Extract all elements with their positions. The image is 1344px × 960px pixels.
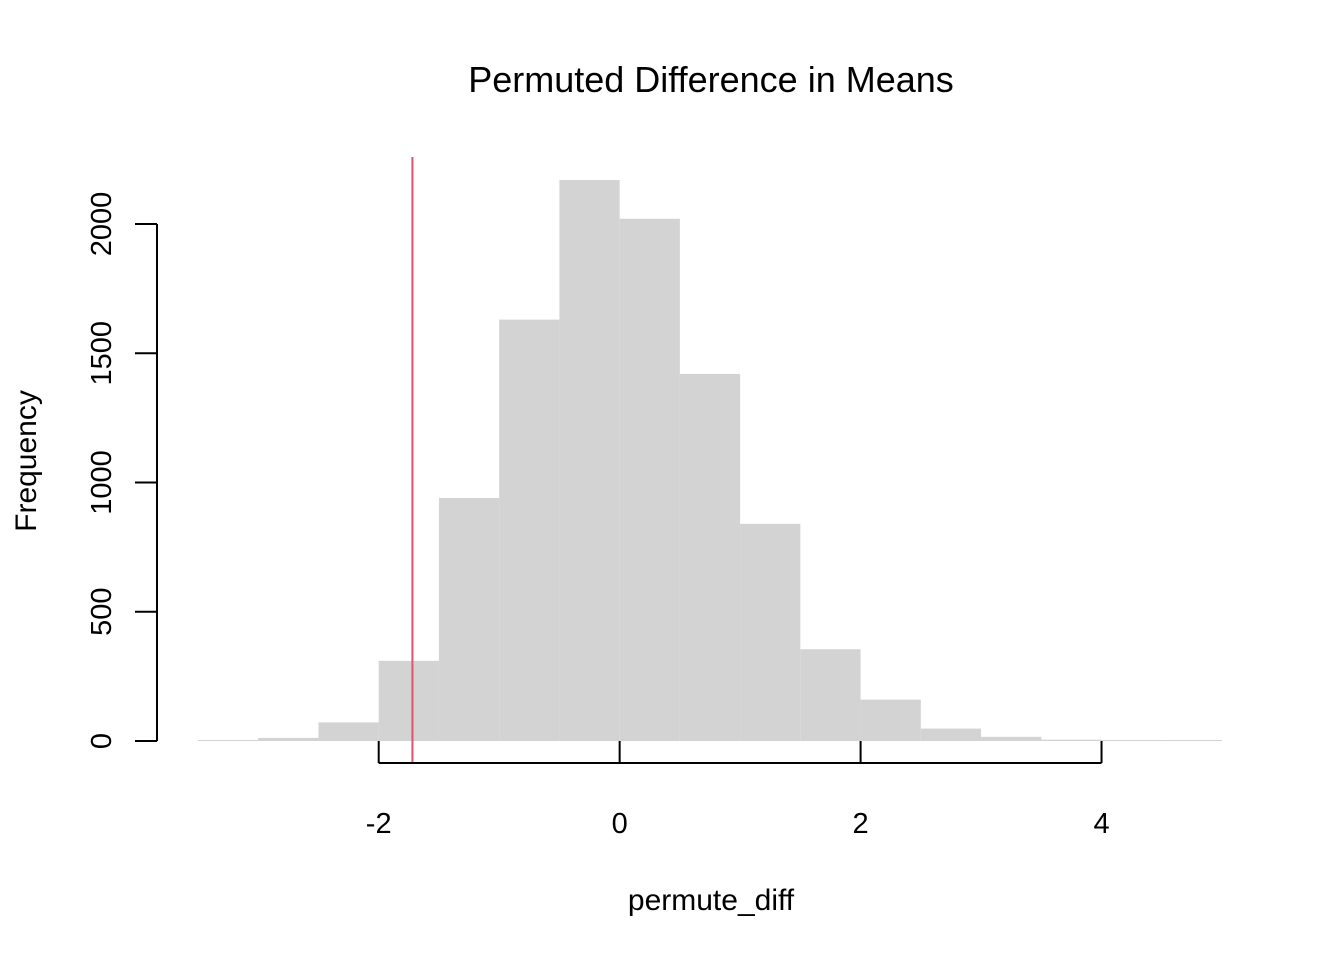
histogram-bar-9: [740, 523, 801, 741]
histogram-bar-16: [1161, 740, 1222, 741]
y-tick-label: 500: [86, 588, 118, 636]
x-tick-label: 0: [612, 808, 628, 840]
histogram-bar-4: [438, 497, 500, 741]
y-tick-label: 0: [86, 733, 118, 749]
y-axis: 0 500 1000 1500 2000: [86, 192, 158, 749]
x-tick-label: 4: [1093, 808, 1109, 840]
histogram-bars: [198, 180, 1222, 741]
chart-title: Permuted Difference in Means: [468, 59, 954, 100]
histogram-bar-3: [378, 660, 439, 741]
histogram-bar-12: [920, 728, 982, 741]
histogram-bar-2: [318, 722, 379, 741]
histogram-bar-13: [981, 736, 1042, 741]
y-tick-label: 1500: [86, 321, 118, 386]
histogram-bar-8: [679, 373, 741, 741]
histogram-bar-5: [499, 319, 560, 741]
x-axis: -2 0 2 4: [366, 741, 1110, 840]
histogram-bar-15: [1101, 740, 1162, 741]
y-axis-label: Frequency: [10, 390, 43, 532]
y-tick-label: 2000: [86, 192, 118, 257]
x-axis-label: permute_diff: [628, 884, 795, 917]
y-tick-label: 1000: [86, 450, 118, 515]
histogram-bar-6: [559, 180, 620, 741]
histogram-bar-7: [619, 218, 680, 741]
histogram-bar-14: [1041, 739, 1102, 741]
histogram-bar-1: [258, 737, 319, 741]
x-tick-label: -2: [366, 808, 392, 840]
histogram-bar-11: [860, 699, 921, 741]
x-tick-label: 2: [853, 808, 869, 840]
histogram-bar-0: [198, 740, 259, 741]
histogram-bar-10: [800, 649, 861, 741]
